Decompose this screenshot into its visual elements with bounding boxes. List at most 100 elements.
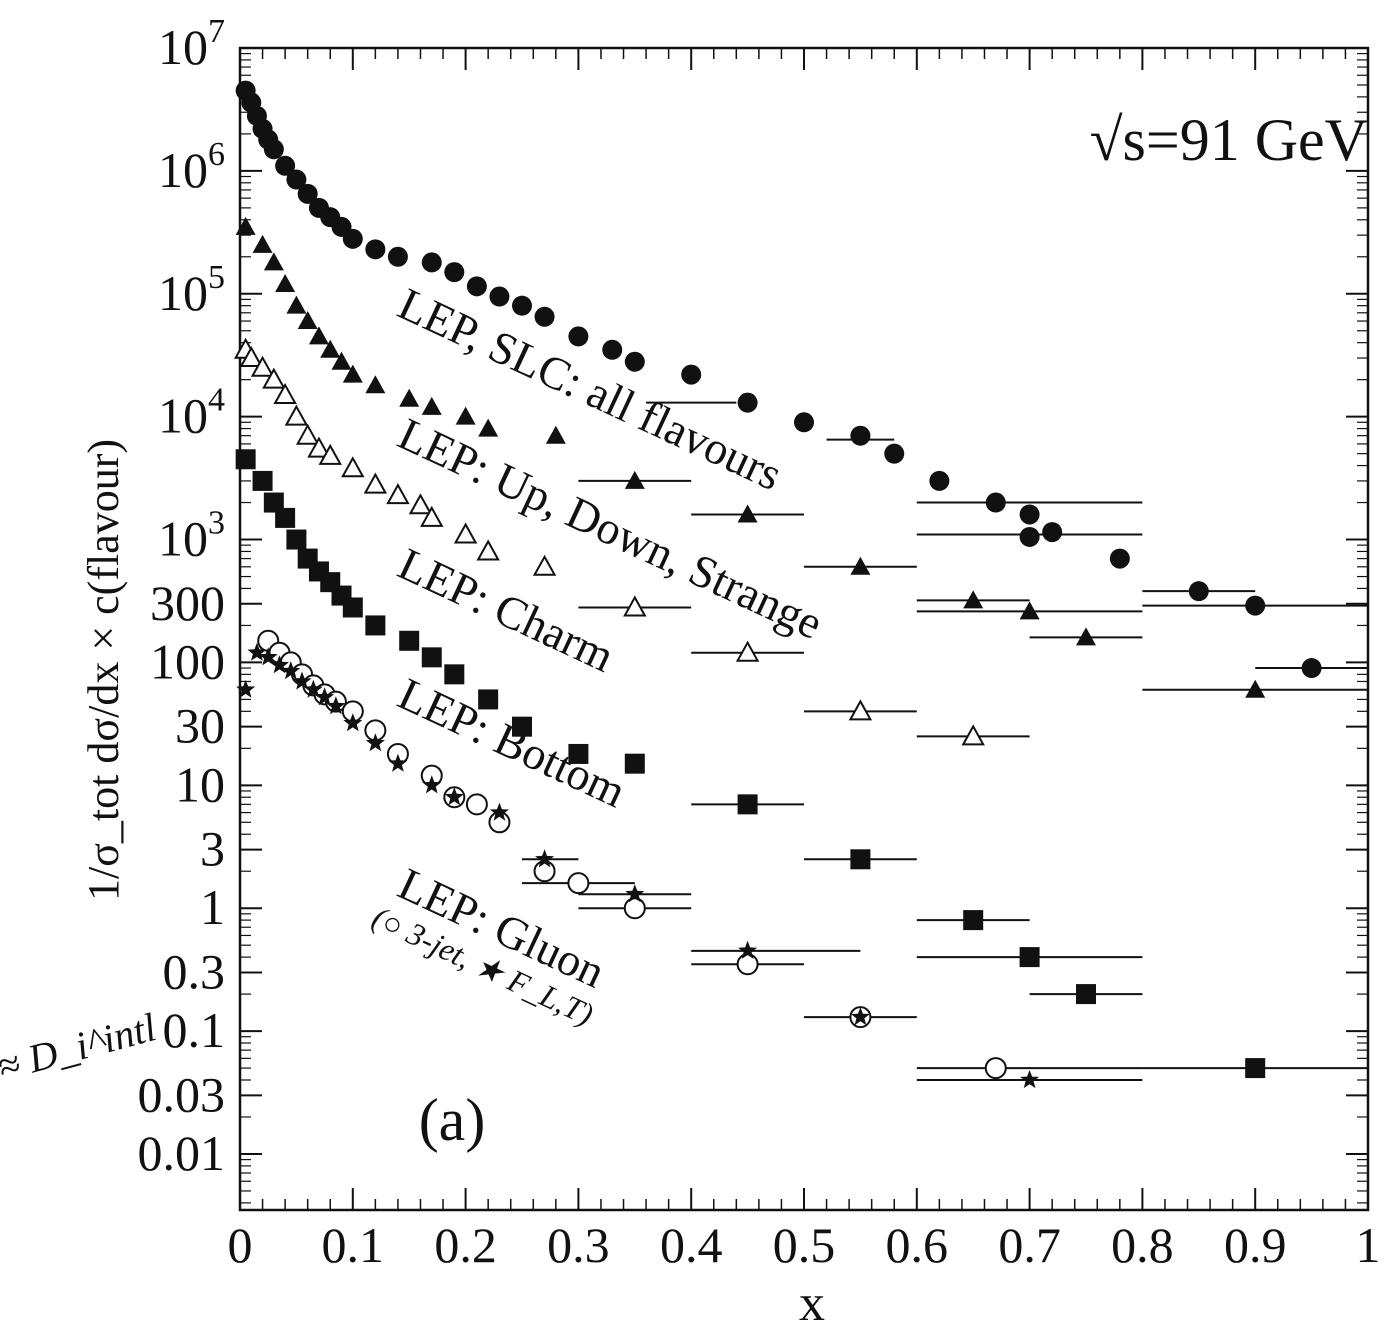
data-point (984, 1057, 1007, 1080)
data-point (478, 418, 499, 437)
data-point (326, 696, 346, 715)
data-point (1019, 504, 1040, 525)
x-tick-label: 1 (1356, 1217, 1381, 1273)
data-point (1245, 679, 1266, 698)
y-tick-label: 0.3 (163, 943, 226, 999)
data-point (1042, 522, 1063, 543)
data-point (465, 793, 488, 816)
data-point (738, 940, 758, 959)
data-point (286, 169, 307, 190)
y-tick-label: 1 (200, 879, 225, 935)
data-point (252, 234, 273, 253)
data-point (342, 228, 363, 249)
y-tick-label: 3 (200, 821, 225, 877)
data-point (1301, 658, 1322, 679)
y-tick-label: 103 (158, 505, 225, 567)
data-point (489, 802, 509, 821)
data-point (263, 492, 284, 513)
data-point (331, 351, 352, 370)
data-point (273, 382, 297, 405)
data-point (735, 640, 760, 662)
series-group (235, 80, 1368, 679)
data-point (275, 507, 296, 528)
data-point (963, 590, 984, 609)
data-point (532, 554, 557, 576)
data-point (307, 436, 331, 458)
data-point (263, 139, 284, 160)
y-tick-mantissa: 10 (158, 19, 208, 75)
y-tick-label: 100 (150, 633, 225, 689)
data-point (1019, 947, 1040, 968)
data-point (850, 556, 871, 575)
data-point (512, 716, 532, 737)
data-point (308, 326, 329, 345)
y-tick-label: 0.1 (163, 1002, 226, 1058)
data-point (850, 849, 871, 870)
y-tick-label: 10 (175, 756, 225, 812)
y-axis-label: 1/σ_tot dσ/dx × c(flavour) (79, 439, 128, 901)
data-point (275, 155, 296, 176)
data-point (1020, 1070, 1040, 1089)
data-point (623, 595, 647, 617)
data-point (235, 216, 256, 235)
data-point (444, 262, 465, 283)
data-point (568, 743, 589, 764)
y-tick-label: 300 (150, 575, 225, 631)
data-point (388, 753, 408, 772)
data-point (284, 404, 309, 426)
y-tick-mantissa: 10 (158, 388, 208, 444)
data-point (489, 286, 510, 307)
data-point (286, 529, 307, 550)
y-tick-exponent: 4 (208, 382, 225, 419)
data-point (444, 664, 465, 685)
data-point (318, 443, 342, 465)
x-axis-label: x (799, 1275, 825, 1330)
data-point (985, 492, 1006, 513)
y-tick-exponent: 3 (208, 505, 225, 542)
data-point (444, 787, 464, 806)
x-tick-label: 0.2 (434, 1217, 497, 1273)
y-tick-label: 105 (158, 259, 225, 321)
data-point (1188, 581, 1209, 602)
data-point (420, 505, 444, 527)
data-point (534, 306, 555, 327)
data-point (884, 443, 905, 464)
y-tick-label: 0.03 (138, 1066, 226, 1122)
data-point (297, 183, 318, 204)
data-point (365, 239, 386, 260)
data-point (850, 1007, 870, 1026)
data-point (315, 687, 335, 706)
data-point (295, 423, 320, 445)
data-point (1019, 601, 1040, 620)
y-tick-label: 30 (175, 698, 225, 754)
data-point (567, 872, 590, 895)
data-point (624, 753, 645, 774)
data-point (623, 897, 646, 920)
series-group (236, 642, 1143, 1089)
data-point (1109, 548, 1130, 569)
data-point (270, 655, 289, 674)
data-point (625, 884, 645, 903)
data-point (239, 345, 263, 368)
data-point (545, 425, 566, 444)
y-tick-label: 107 (158, 13, 225, 75)
data-point (737, 794, 758, 815)
data-point (850, 425, 871, 446)
data-point (794, 412, 814, 433)
data-point (736, 953, 759, 976)
data-point (963, 910, 984, 931)
data-point (252, 470, 273, 491)
data-point (281, 661, 301, 680)
data-point (533, 860, 556, 883)
data-point (408, 493, 433, 515)
series-group (233, 337, 1030, 746)
data-point (275, 274, 296, 293)
data-point (363, 472, 388, 494)
data-point (342, 597, 363, 618)
data-point (455, 406, 476, 425)
y-tick-mantissa: 10 (158, 142, 208, 198)
data-point (421, 396, 442, 415)
data-point (365, 733, 385, 752)
